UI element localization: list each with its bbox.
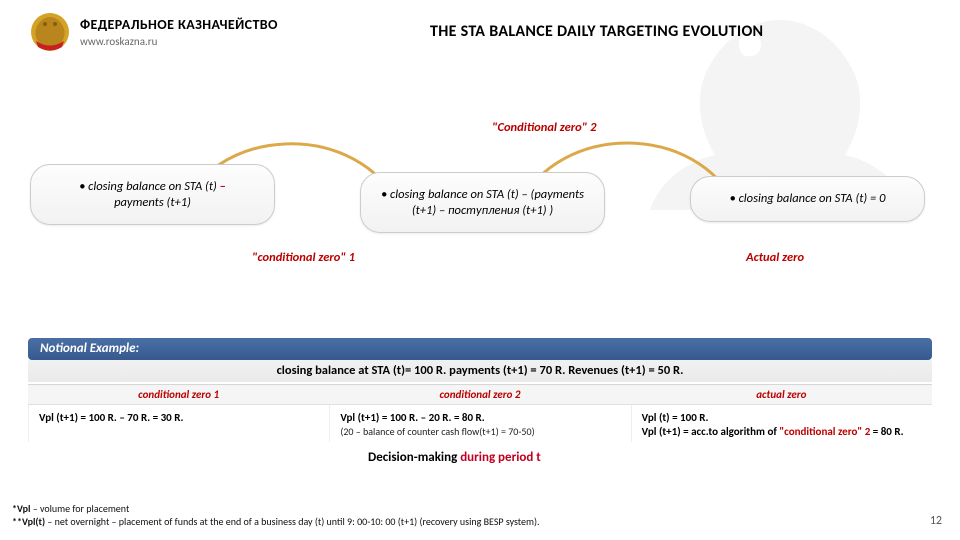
org-url: www.roskazna.ru: [80, 35, 278, 48]
label-conditional-zero-2: "Conditional zero" 2: [492, 120, 596, 135]
col-header-2: conditional zero 2: [329, 385, 630, 405]
decision-period: during period t: [460, 450, 541, 465]
cell-3-line2a: Vpl (t+1) = acc.to algorithm of: [642, 425, 780, 438]
notional-heading: Notional Example:: [28, 338, 932, 360]
page-number: 12: [930, 514, 942, 528]
slide-title: THE STA BALANCE DAILY TARGETING EVOLUTIO…: [430, 22, 763, 41]
pill1-suffix: payments (t+1): [114, 195, 191, 210]
pill-closing-balance-2: • closing balance on STA (t) – (payments…: [360, 172, 605, 233]
cell-3-line1: Vpl (t) = 100 R.: [642, 411, 709, 424]
cell-1-line: Vpl (t+1) = 100 R. – 70 R. = 30 R.: [39, 411, 183, 424]
pill1-minus: –: [220, 179, 226, 194]
col-header-3: actual zero: [631, 385, 932, 405]
label-actual-zero: Actual zero: [746, 250, 804, 265]
fn1-key: *Vpl: [12, 502, 30, 515]
col-header-1: conditional zero 1: [28, 385, 329, 405]
cell-2: Vpl (t+1) = 100 R. – 20 R. = 80 R. (20 –…: [329, 405, 630, 442]
cell-3-line2b: "conditional zero" 2: [779, 425, 870, 438]
fn1-text: – volume for placement: [30, 502, 129, 515]
pill-closing-balance-3: • closing balance on STA (t) = 0: [690, 176, 925, 222]
footnotes: *Vpl – volume for placement **Vpl(t) – n…: [12, 503, 540, 528]
pill-closing-balance-1: • closing balance on STA (t) – payments …: [30, 164, 275, 225]
label-conditional-zero-1: "conditional zero" 1: [252, 250, 355, 265]
cell-3: Vpl (t) = 100 R. Vpl (t+1) = acc.to algo…: [631, 405, 932, 442]
notional-table: conditional zero 1 conditional zero 2 ac…: [28, 384, 932, 442]
cell-2-line2: (20 – balance of counter cash flow(t+1) …: [340, 425, 534, 438]
cell-2-line1: Vpl (t+1) = 100 R. – 20 R. = 80 R.: [340, 411, 484, 424]
org-name: ФЕДЕРАЛЬНОЕ КАЗНАЧЕЙСТВО: [80, 16, 278, 33]
emblem-icon: [30, 12, 70, 52]
fn2-text: – net overnight – placement of funds at …: [45, 515, 539, 528]
notional-subheading: closing balance at STA (t)= 100 R. payme…: [28, 360, 932, 382]
header: ФЕДЕРАЛЬНОЕ КАЗНАЧЕЙСТВО www.roskazna.ru: [30, 12, 278, 52]
pill1-prefix: • closing balance on STA (t): [79, 179, 220, 194]
decision-line: Decision-making during period t: [368, 450, 541, 465]
fn2-key: **Vpl(t): [12, 515, 45, 528]
cell-1: Vpl (t+1) = 100 R. – 70 R. = 30 R.: [28, 405, 329, 442]
cell-3-line2c: = 80 R.: [870, 425, 903, 438]
decision-prefix: Decision-making: [368, 450, 460, 465]
evolution-stage: "Conditional zero" 2 • closing balance o…: [30, 120, 930, 320]
